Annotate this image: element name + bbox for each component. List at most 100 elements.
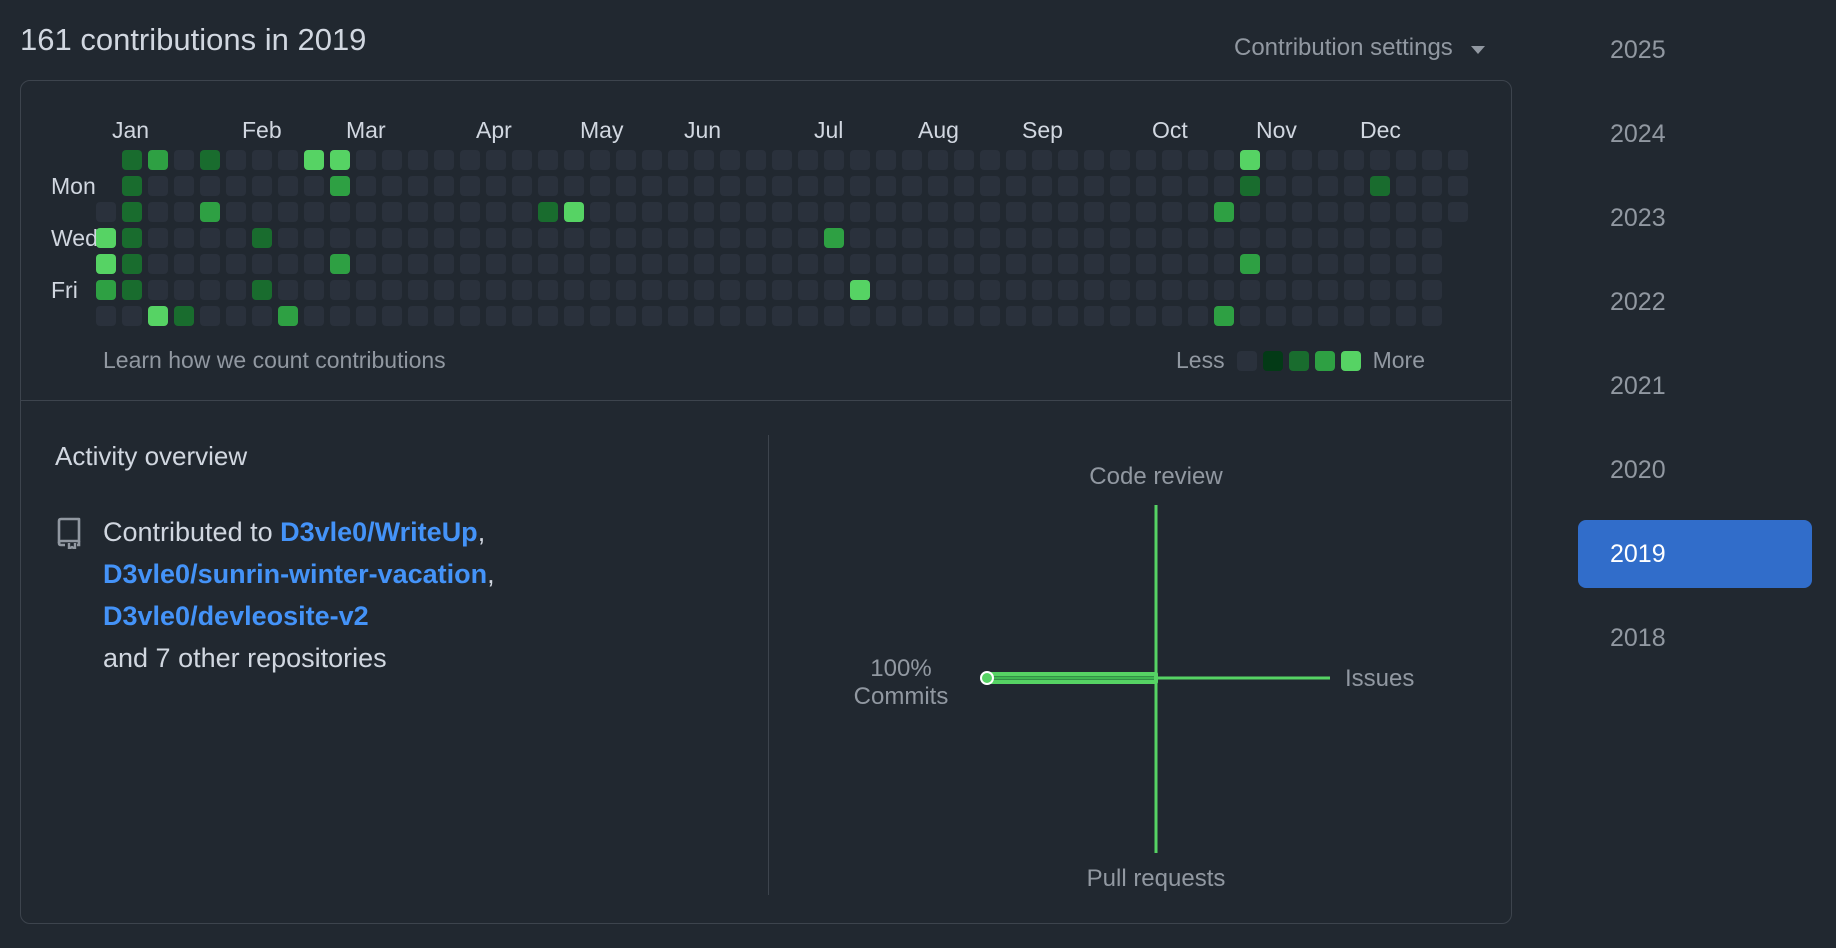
year-link-2021[interactable]: 2021 (1610, 372, 1666, 400)
contribution-cell[interactable] (1162, 228, 1182, 248)
contribution-cell[interactable] (1292, 306, 1312, 326)
contribution-cell[interactable] (1006, 176, 1026, 196)
contribution-cell[interactable] (1188, 280, 1208, 300)
contribution-cell[interactable] (720, 280, 740, 300)
contribution-cell[interactable] (1162, 202, 1182, 222)
contribution-cell[interactable] (304, 150, 324, 170)
contribution-cell[interactable] (1318, 202, 1338, 222)
contribution-cell[interactable] (1344, 254, 1364, 274)
contribution-cell[interactable] (1266, 202, 1286, 222)
contribution-cell[interactable] (1188, 306, 1208, 326)
contribution-cell[interactable] (278, 150, 298, 170)
contribution-cell[interactable] (278, 176, 298, 196)
contribution-cell[interactable] (1006, 228, 1026, 248)
contribution-cell[interactable] (330, 150, 350, 170)
contribution-cell[interactable] (1162, 150, 1182, 170)
contribution-cell[interactable] (1188, 202, 1208, 222)
contribution-cell[interactable] (668, 306, 688, 326)
contribution-cell[interactable] (824, 228, 844, 248)
contribution-cell[interactable] (772, 254, 792, 274)
contribution-cell[interactable] (720, 254, 740, 274)
contribution-cell[interactable] (564, 228, 584, 248)
contribution-cell[interactable] (460, 306, 480, 326)
contribution-cell[interactable] (1058, 150, 1078, 170)
contribution-cell[interactable] (902, 254, 922, 274)
contribution-cell[interactable] (1318, 280, 1338, 300)
contribution-cell[interactable] (1396, 176, 1416, 196)
contribution-cell[interactable] (356, 176, 376, 196)
contribution-cell[interactable] (642, 306, 662, 326)
learn-contributions-link[interactable]: Learn how we count contributions (103, 347, 446, 373)
contribution-cell[interactable] (1344, 176, 1364, 196)
contribution-cell[interactable] (850, 280, 870, 300)
contribution-cell[interactable] (980, 306, 1000, 326)
contribution-cell[interactable] (1422, 202, 1442, 222)
contribution-cell[interactable] (174, 254, 194, 274)
contribution-cell[interactable] (1136, 150, 1156, 170)
contribution-cell[interactable] (356, 228, 376, 248)
contribution-cell[interactable] (1084, 254, 1104, 274)
contribution-cell[interactable] (330, 306, 350, 326)
contribution-cell[interactable] (1292, 202, 1312, 222)
contribution-cell[interactable] (720, 150, 740, 170)
contribution-cell[interactable] (382, 202, 402, 222)
contribution-cell[interactable] (1058, 280, 1078, 300)
contribution-cell[interactable] (902, 228, 922, 248)
contribution-cell[interactable] (122, 228, 142, 248)
contribution-cell[interactable] (148, 150, 168, 170)
contribution-cell[interactable] (408, 306, 428, 326)
contribution-cell[interactable] (1162, 280, 1182, 300)
contribution-cell[interactable] (1006, 150, 1026, 170)
contribution-cell[interactable] (1032, 176, 1052, 196)
contribution-cell[interactable] (902, 280, 922, 300)
contribution-cell[interactable] (746, 202, 766, 222)
contribution-cell[interactable] (980, 176, 1000, 196)
contribution-cell[interactable] (1422, 254, 1442, 274)
contribution-cell[interactable] (278, 306, 298, 326)
contribution-cell[interactable] (928, 150, 948, 170)
contribution-cell[interactable] (1084, 202, 1104, 222)
contribution-cell[interactable] (200, 176, 220, 196)
year-link-2024[interactable]: 2024 (1610, 120, 1666, 148)
contribution-cell[interactable] (512, 228, 532, 248)
contribution-cell[interactable] (824, 254, 844, 274)
contribution-cell[interactable] (668, 202, 688, 222)
contribution-cell[interactable] (1266, 254, 1286, 274)
contribution-cell[interactable] (694, 280, 714, 300)
contribution-cell[interactable] (460, 176, 480, 196)
contribution-cell[interactable] (980, 280, 1000, 300)
contribution-cell[interactable] (304, 176, 324, 196)
contribution-cell[interactable] (798, 280, 818, 300)
contribution-cell[interactable] (252, 202, 272, 222)
contribution-cell[interactable] (226, 306, 246, 326)
contribution-cell[interactable] (928, 228, 948, 248)
contribution-cell[interactable] (954, 150, 974, 170)
contribution-cell[interactable] (1422, 280, 1442, 300)
contribution-cell[interactable] (538, 202, 558, 222)
contribution-cell[interactable] (1292, 280, 1312, 300)
contribution-cell[interactable] (642, 254, 662, 274)
contribution-cell[interactable] (876, 176, 896, 196)
contribution-cell[interactable] (694, 202, 714, 222)
contribution-cell[interactable] (278, 254, 298, 274)
contribution-cell[interactable] (1370, 306, 1390, 326)
contribution-cell[interactable] (1084, 150, 1104, 170)
contribution-cell[interactable] (408, 150, 428, 170)
contribution-cell[interactable] (1318, 228, 1338, 248)
contribution-cell[interactable] (148, 228, 168, 248)
year-link-2019[interactable]: 2019 (1578, 520, 1812, 588)
contribution-cell[interactable] (1318, 176, 1338, 196)
contribution-cell[interactable] (824, 280, 844, 300)
contribution-settings-dropdown[interactable]: Contribution settings (1234, 34, 1485, 62)
contribution-cell[interactable] (1422, 150, 1442, 170)
contribution-cell[interactable] (278, 280, 298, 300)
contribution-cell[interactable] (1240, 150, 1260, 170)
contribution-cell[interactable] (902, 202, 922, 222)
contribution-cell[interactable] (642, 202, 662, 222)
contribution-cell[interactable] (1422, 306, 1442, 326)
contribution-cell[interactable] (538, 280, 558, 300)
contribution-cell[interactable] (226, 150, 246, 170)
contribution-cell[interactable] (512, 306, 532, 326)
contribution-cell[interactable] (1396, 280, 1416, 300)
contribution-cell[interactable] (850, 150, 870, 170)
